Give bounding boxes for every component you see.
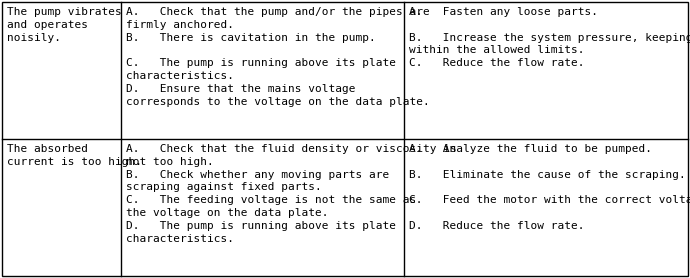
Text: The pump vibrates
and operates
noisily.: The pump vibrates and operates noisily. [7,7,121,43]
Text: A.   Check that the pump and/or the pipes are
firmly anchored.
B.   There is cav: A. Check that the pump and/or the pipes … [126,7,429,106]
Text: A.   Analyze the fluid to be pumped.

B.   Eliminate the cause of the scraping.
: A. Analyze the fluid to be pumped. B. El… [409,144,690,231]
Text: The absorbed
current is too high.: The absorbed current is too high. [7,144,142,167]
Text: A.   Check that the fluid density or viscosity is
not too high.
B.   Check wheth: A. Check that the fluid density or visco… [126,144,456,244]
Text: A.   Fasten any loose parts.

B.   Increase the system pressure, keeping
within : A. Fasten any loose parts. B. Increase t… [409,7,690,68]
